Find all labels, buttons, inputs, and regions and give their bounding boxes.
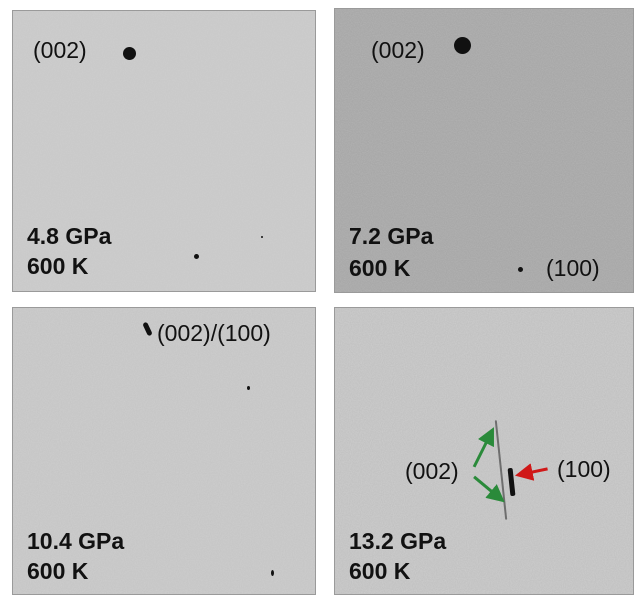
panel-2-background [335,9,633,292]
diffraction-panel-3: (002)/(100) 10.4 GPa 600 K [12,307,316,595]
pressure-label: 13.2 GPa [349,528,447,554]
pressure-label: 10.4 GPa [27,528,125,554]
temperature-label: 600 K [27,253,89,279]
panel-3-background [13,308,315,594]
reflection-label-002: (002) [371,37,425,63]
diffraction-panel-2: (002) (100) 7.2 GPa 600 K [334,8,634,293]
reflection-label-002: (002) [405,458,459,484]
temperature-label: 600 K [349,558,411,584]
diffraction-spot [247,386,250,390]
diffraction-panel-4: (002) (100) 13.2 GPa 600 K [334,307,634,595]
panel-1-background [13,11,315,291]
reflection-label-100: (100) [557,456,611,482]
diffraction-spot [271,570,274,576]
panel-4-background [335,308,633,594]
diffraction-spot [194,254,199,259]
diffraction-spot-100 [518,267,523,272]
reflection-label-002: (002) [33,37,87,63]
diffraction-spot-002 [454,37,471,54]
reflection-label-100: (100) [546,255,600,281]
pressure-label: 7.2 GPa [349,223,434,249]
diffraction-spot-002 [123,47,136,60]
temperature-label: 600 K [27,558,89,584]
diffraction-spot [261,236,263,238]
pressure-label: 4.8 GPa [27,223,112,249]
diffraction-panel-1: (002) 4.8 GPa 600 K [12,10,316,292]
reflection-label-002-100: (002)/(100) [157,320,271,346]
temperature-label: 600 K [349,255,411,281]
